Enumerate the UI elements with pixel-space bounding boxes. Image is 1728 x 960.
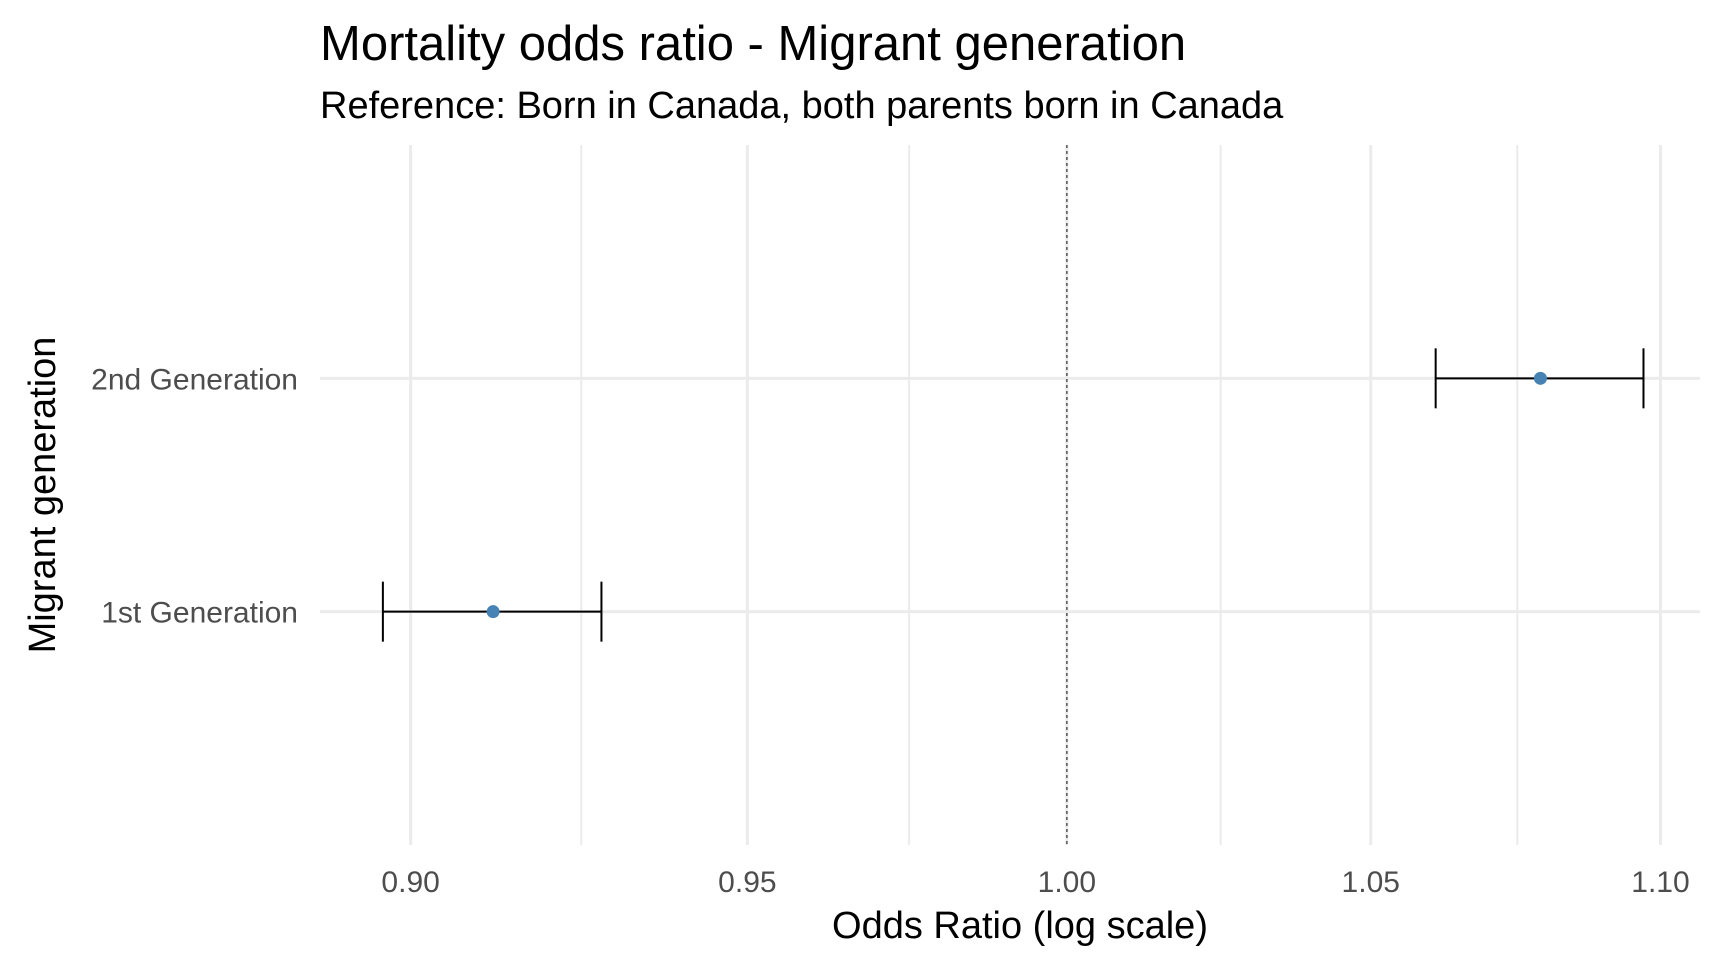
- chart-title: Mortality odds ratio - Migrant generatio…: [320, 17, 1186, 71]
- y-tick-label: 1st Generation: [101, 597, 298, 630]
- y-axis-ticks: 1st Generation 2nd Generation: [91, 363, 298, 629]
- estimate-point: [1533, 371, 1547, 385]
- grid-major: [320, 145, 1700, 845]
- grid-minor: [580, 145, 1519, 845]
- x-tick-label: 1.00: [1038, 866, 1096, 899]
- chart-subtitle: Reference: Born in Canada, both parents …: [320, 85, 1284, 127]
- y-tick-label: 2nd Generation: [91, 363, 298, 396]
- plot-area: [320, 145, 1700, 845]
- x-tick-label: 0.95: [718, 866, 776, 899]
- x-axis-ticks: 0.90 0.95 1.00 1.05 1.10: [381, 866, 1689, 899]
- x-tick-label: 1.05: [1342, 866, 1400, 899]
- y-axis-title: Migrant generation: [22, 337, 64, 654]
- marks: [381, 348, 1645, 642]
- x-axis-title: Odds Ratio (log scale): [832, 905, 1208, 947]
- x-tick-label: 1.10: [1631, 866, 1689, 899]
- estimate-point: [486, 605, 500, 619]
- x-tick-label: 0.90: [381, 866, 439, 899]
